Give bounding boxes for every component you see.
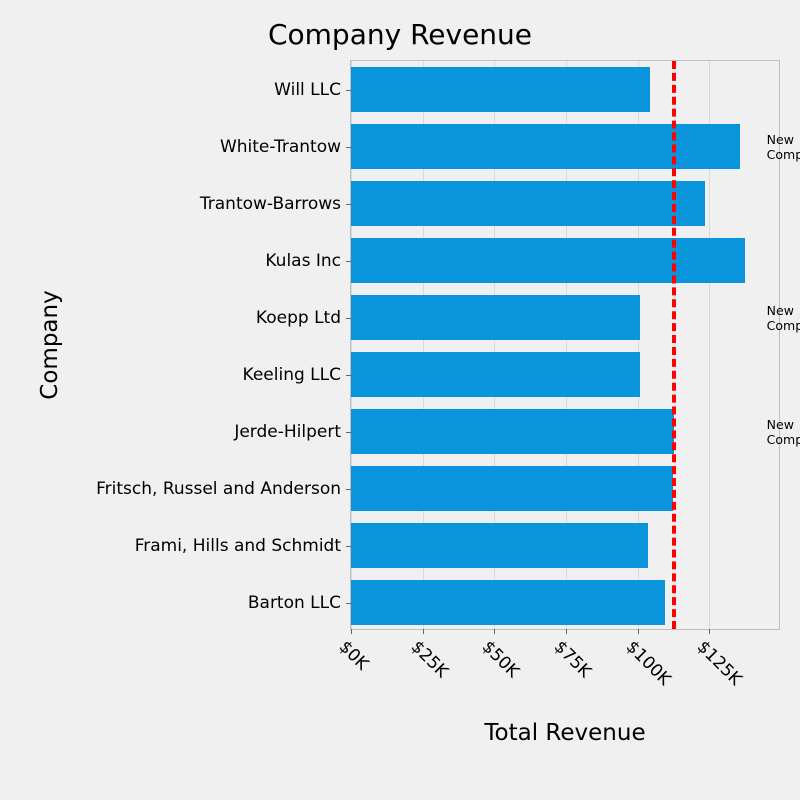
y-tick-label: Kulas Inc [31,251,351,271]
x-axis-label: Total Revenue [484,720,645,746]
y-tick-label: Jerde-Hilpert [31,422,351,442]
bar [351,124,740,168]
y-tick-label: Frami, Hills and Schmidt [31,536,351,556]
x-tick-label: $75K [550,637,595,682]
y-tick-mark [346,204,351,205]
y-tick-mark [346,261,351,262]
y-tick-label: Will LLC [31,80,351,100]
y-tick-mark [346,90,351,91]
x-tick-mark [709,629,710,634]
x-tick-label: $25K [407,637,452,682]
y-tick-label: Barton LLC [31,593,351,613]
y-tick-mark [346,489,351,490]
y-tick-mark [346,375,351,376]
y-tick-mark [346,432,351,433]
plot-area: $0K$25K$50K$75K$100K$125KWill LLCWhite-T… [350,60,780,630]
bar [351,238,745,282]
y-tick-label: White-Trantow [31,137,351,157]
y-tick-mark [346,603,351,604]
x-tick-mark [494,629,495,634]
x-tick-mark [423,629,424,634]
bar [351,580,665,624]
bar [351,181,705,225]
y-tick-label: Koepp Ltd [31,308,351,328]
y-tick-mark [346,318,351,319]
bar [351,466,673,510]
bar [351,409,674,453]
y-tick-label: Fritsch, Russel and Anderson [31,479,351,499]
x-tick-mark [351,629,352,634]
x-tick-label: $125K [693,637,746,690]
x-tick-mark [638,629,639,634]
y-tick-mark [346,546,351,547]
chart-title: Company Revenue [0,18,800,51]
annotation: New Company [767,303,800,333]
bar [351,352,640,396]
bar [351,295,640,339]
x-tick-mark [566,629,567,634]
bar [351,67,650,111]
y-tick-label: Keeling LLC [31,365,351,385]
bar [351,523,648,567]
y-tick-mark [346,147,351,148]
reference-line [672,61,676,629]
y-tick-label: Trantow-Barrows [31,194,351,214]
annotation: New Company [767,132,800,162]
x-tick-label: $100K [622,637,675,690]
revenue-chart: Company Revenue Company Total Revenue $0… [0,0,800,800]
annotation: New Company [767,417,800,447]
x-tick-label: $0K [335,637,372,674]
x-tick-label: $50K [478,637,523,682]
